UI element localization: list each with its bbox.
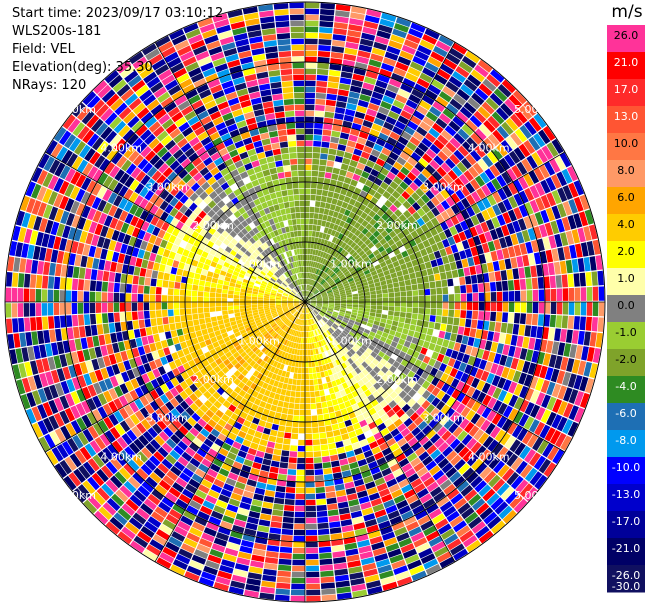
range-ring-label: 3.00km bbox=[146, 180, 188, 193]
instrument-label: WLS200s-181 bbox=[12, 24, 102, 39]
range-ring-label: 3.00km bbox=[422, 180, 464, 193]
colorbar-swatch bbox=[607, 160, 645, 188]
colorbar-tick-label: -10.0 bbox=[612, 461, 640, 474]
colorbar-swatch bbox=[607, 52, 645, 80]
colorbar-tick-label: 21.0 bbox=[614, 56, 639, 69]
range-ring-label: 5.00km bbox=[514, 103, 556, 116]
colorbar-swatch bbox=[607, 214, 645, 242]
colorbar-swatch bbox=[607, 484, 645, 512]
range-ring-label: 4.00km bbox=[468, 450, 510, 463]
range-ring-label: 2.00km bbox=[192, 219, 234, 232]
colorbar-swatch bbox=[607, 268, 645, 296]
colorbar-tick-label: -6.0 bbox=[615, 407, 636, 420]
colorbar-tick-label: -30.0 bbox=[612, 580, 640, 593]
range-ring-label: 5.00km bbox=[514, 489, 556, 502]
range-ring-label: 2.00km bbox=[376, 219, 418, 232]
colorbar-tick-label: -21.0 bbox=[612, 542, 640, 555]
colorbar-title: m/s bbox=[611, 2, 642, 22]
colorbar-swatch bbox=[607, 106, 645, 134]
colorbar-tick-label: -8.0 bbox=[615, 434, 636, 447]
colorbar-swatch bbox=[607, 538, 645, 566]
colorbar-tick-label: -2.0 bbox=[615, 353, 636, 366]
range-ring-label: 1.00km bbox=[330, 257, 372, 270]
colorbar-swatch bbox=[607, 430, 645, 458]
elevation-label: Elevation(deg): 35.30 bbox=[12, 60, 153, 75]
colorbar-tick-label: 26.0 bbox=[614, 29, 639, 42]
colorbar-swatch bbox=[607, 79, 645, 107]
colorbar-tick-label: 17.0 bbox=[614, 83, 639, 96]
colorbar-swatch bbox=[607, 565, 645, 593]
range-ring-label: 1.00km bbox=[238, 335, 280, 348]
colorbar-tick-label: -1.0 bbox=[615, 326, 636, 339]
colorbar-tick-label: 8.0 bbox=[617, 164, 635, 177]
range-ring-label: 4.00km bbox=[100, 450, 142, 463]
azimuth-lines bbox=[5, 2, 605, 602]
colorbar-tick-label: 2.0 bbox=[617, 245, 635, 258]
range-ring-label: 2.00km bbox=[192, 373, 234, 386]
range-ring-label: 4.00km bbox=[100, 142, 142, 155]
colorbar-swatch bbox=[607, 187, 645, 215]
colorbar-tick-label: 6.0 bbox=[617, 191, 635, 204]
range-ring-label: 3.00km bbox=[422, 412, 464, 425]
colorbar-tick-label: -13.0 bbox=[612, 488, 640, 501]
colorbar-swatch bbox=[607, 241, 645, 269]
colorbar-tick-label: 4.0 bbox=[617, 218, 635, 231]
range-ring-labels: 1.00km 2.00km 3.00km 4.00km 5.00km 1.00km 2.00… bbox=[54, 103, 555, 502]
field-label: Field: VEL bbox=[12, 42, 75, 57]
colorbar-tick-label: 1.0 bbox=[617, 272, 635, 285]
nrays-label: NRays: 120 bbox=[12, 78, 87, 93]
colorbar-swatch bbox=[607, 322, 645, 350]
range-ring-label: 3.00km bbox=[146, 412, 188, 425]
colorbar-swatch bbox=[607, 511, 645, 539]
colorbar-swatch bbox=[607, 295, 645, 323]
colorbar-swatch bbox=[607, 25, 645, 53]
colorbar-swatch bbox=[607, 376, 645, 404]
range-ring-label: 5.00km bbox=[54, 103, 96, 116]
colorbar-tick-label: 0.0 bbox=[617, 299, 635, 312]
colorbar-swatch bbox=[607, 133, 645, 161]
range-ring-label: 1.00km bbox=[330, 335, 372, 348]
range-ring-label: 2.00km bbox=[376, 373, 418, 386]
range-ring-label: 4.00km bbox=[468, 142, 510, 155]
range-ring-label: 1.00km bbox=[238, 257, 280, 270]
colorbar-tick-label: -4.0 bbox=[615, 380, 636, 393]
start-time-label: Start time: 2023/09/17 03:10:12 bbox=[12, 6, 224, 21]
range-ring-label: 5.00km bbox=[54, 489, 96, 502]
colorbar-swatch bbox=[607, 457, 645, 485]
colorbar-swatch bbox=[607, 349, 645, 377]
colorbar-swatch bbox=[607, 403, 645, 431]
colorbar-tick-label: 10.0 bbox=[614, 137, 639, 150]
colorbar-tick-label: -17.0 bbox=[612, 515, 640, 528]
colorbar-tick-label: 13.0 bbox=[614, 110, 639, 123]
colorbar-tick-label: -26.0 bbox=[612, 569, 640, 582]
ppi-gates bbox=[5, 2, 605, 602]
